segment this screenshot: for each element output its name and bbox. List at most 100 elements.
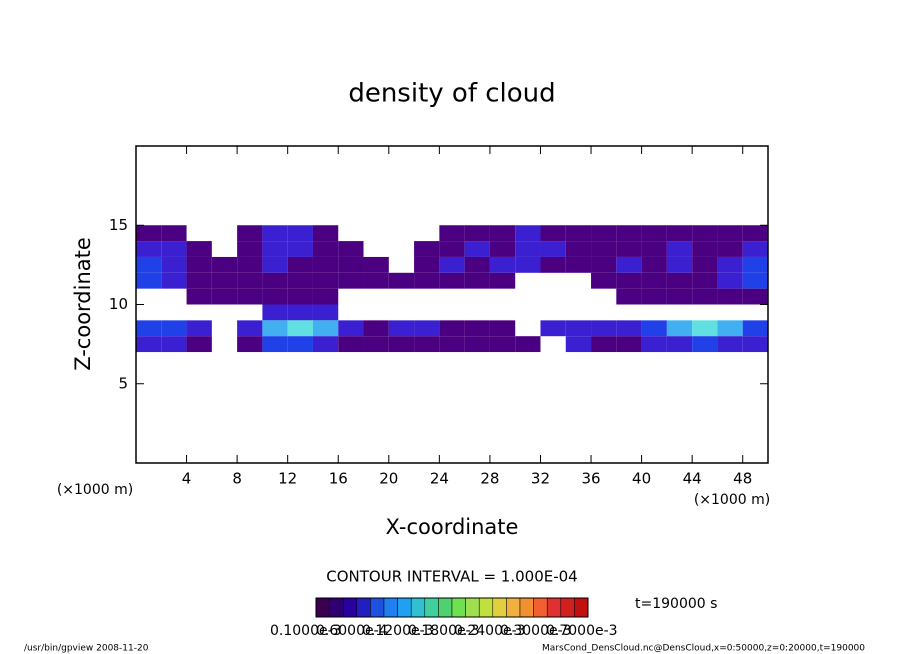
heat-cell [312,225,339,242]
heat-cell [161,241,187,257]
heat-cell [616,225,642,242]
heat-cell [186,320,212,337]
colorbar-segment [506,597,521,618]
heat-cell [262,272,288,289]
heat-cell [237,320,263,337]
heat-cell [692,336,718,353]
heat-cell [565,336,592,353]
colorbar-segment [383,597,398,618]
heat-cell [338,272,364,289]
heat-cell [237,256,263,273]
heat-cell [464,320,490,337]
heat-cell [666,288,693,305]
heat-cell [414,336,440,353]
heat-cell [262,241,288,257]
heat-cell [641,241,667,257]
heat-cell [439,241,465,257]
heat-cell [287,241,313,257]
heat-cell [565,256,592,273]
heat-cell [591,225,617,242]
heat-cell [591,256,617,273]
heat-cell [540,320,566,337]
heat-cell [211,256,238,273]
colorbar-label: 0.2400e-3 [454,623,526,639]
heat-cell [489,256,516,273]
heat-cell [363,336,389,353]
heat-cell [262,336,288,353]
time-label: t=190000 s [635,596,717,612]
heat-cell [489,225,516,242]
heat-cell [641,288,667,305]
heat-cell [641,256,667,273]
heat-cell [287,288,313,305]
heat-cell [363,272,389,289]
colorbar-segment [342,597,358,618]
heat-cell [414,256,440,273]
heat-cell [161,336,187,353]
x-tick-label: 28 [480,470,499,488]
heat-cell [237,336,263,353]
heat-cell [464,336,490,353]
colorbar-segment [465,597,480,618]
colorbar-segment [315,597,330,618]
colorbar-segment [546,597,562,618]
heat-cell [312,336,339,353]
heat-cell [565,320,592,337]
heat-cell [312,256,339,273]
heat-cell [211,288,238,305]
heat-cell [338,320,364,337]
heat-cell [489,241,516,257]
heat-cell [666,272,693,289]
heat-cell [666,320,693,337]
heat-cell [692,320,718,337]
heat-cell [641,225,667,242]
heat-cell [161,320,187,337]
heat-cell [742,288,768,305]
heat-cell [186,336,212,353]
heat-cell [616,241,642,257]
heat-cell [136,241,162,257]
heat-cell [464,241,490,257]
heat-cell [591,320,617,337]
heat-cell [186,256,212,273]
x-tick-label: 20 [379,470,398,488]
heat-cell [717,225,743,242]
heat-cell [540,225,566,242]
colorbar-segment [329,597,344,618]
heat-cell [641,336,667,353]
colorbar-frame [315,597,589,618]
heat-cell [489,336,516,353]
colorbar-label: 0.1000e-3 [270,623,342,639]
x-tick-label: 32 [531,470,550,488]
heat-cell [237,241,263,257]
heat-cell [287,304,313,321]
heat-cell [388,320,415,337]
heat-cell [515,241,541,257]
heat-cell [464,272,490,289]
heat-cell [616,288,642,305]
colorbar-label: 0.6000e-4 [316,623,388,639]
heat-cell [565,241,592,257]
heat-cell [262,304,288,321]
heat-cell [161,256,187,273]
x-axis-label: X-coordinate [386,515,519,539]
heat-cell [540,241,566,257]
heat-cell [414,320,440,337]
heat-cell [287,272,313,289]
heat-cell [717,320,743,337]
footer-right: MarsCond_DensCloud.nc@DensCloud,x=0:5000… [542,644,865,654]
colorbar-segment [397,597,412,618]
heat-cell [692,288,718,305]
heat-cell [616,256,642,273]
x-tick-label: 4 [182,470,192,488]
heat-cell [136,272,162,289]
heat-cell [742,336,768,353]
colorbar-segment [424,597,439,618]
colorbar-segment [574,597,589,618]
heat-cell [161,225,187,242]
heat-cell [692,241,718,257]
heat-cell [464,225,490,242]
heat-cell [439,336,465,353]
heat-cell [439,320,465,337]
heat-cell [388,272,415,289]
